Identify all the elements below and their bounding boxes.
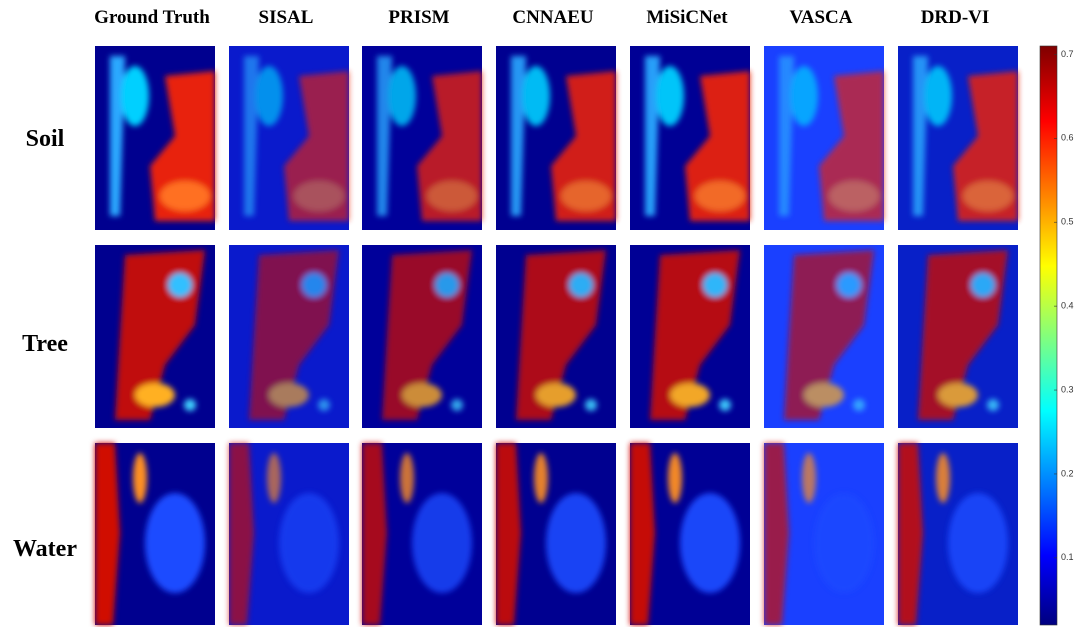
map-region — [948, 493, 1008, 593]
map-region — [938, 383, 978, 407]
abundance-map — [764, 245, 884, 428]
column-header: Ground Truth — [94, 7, 210, 28]
map-region — [255, 66, 283, 126]
map-region — [703, 273, 727, 297]
row-label: Soil — [26, 126, 65, 152]
abundance-map — [95, 443, 215, 625]
colorbar-tick-label: 0.4 — [1061, 301, 1074, 311]
abundance-map — [229, 46, 349, 230]
colorbar-tick-label: 0.7 — [1061, 49, 1074, 59]
map-region — [837, 273, 861, 297]
map-region — [388, 66, 416, 126]
abundance-map — [362, 443, 482, 625]
map-region — [534, 453, 548, 503]
map-region — [790, 66, 818, 126]
map-region — [412, 493, 472, 593]
abundance-map — [229, 245, 349, 428]
map-region — [561, 181, 611, 211]
map-region — [719, 399, 731, 411]
map-region — [302, 273, 326, 297]
abundance-map — [362, 46, 482, 230]
abundance-map — [496, 46, 616, 230]
map-region — [963, 181, 1013, 211]
map-region — [184, 399, 196, 411]
map-region — [971, 273, 995, 297]
map-region — [145, 493, 205, 593]
map-region — [695, 181, 745, 211]
map-region — [294, 181, 344, 211]
colorbar-tick-label: 0.1 — [1061, 552, 1074, 562]
map-region — [168, 273, 192, 297]
colorbar-tick-label: 0.2 — [1061, 468, 1074, 478]
colorbar-tick-label: 0.5 — [1061, 217, 1074, 227]
map-region — [804, 383, 844, 407]
column-header: VASCA — [789, 7, 852, 28]
abundance-map — [95, 245, 215, 428]
abundance-map — [362, 245, 482, 428]
map-region — [680, 493, 740, 593]
map-region — [924, 66, 952, 126]
row-label: Water — [13, 536, 77, 562]
map-region — [135, 383, 175, 407]
map-region — [522, 66, 550, 126]
map-region — [427, 181, 477, 211]
map-region — [829, 181, 879, 211]
figure: Ground Truth SISAL PRISM CNNAEU MiSiCNet VASC… — [0, 0, 1075, 627]
map-region — [853, 399, 865, 411]
abundance-map — [229, 443, 349, 625]
abundance-map — [630, 46, 750, 230]
map-region — [267, 453, 281, 503]
column-header: PRISM — [388, 7, 449, 28]
map-region — [435, 273, 459, 297]
map-region — [279, 493, 339, 593]
map-region — [569, 273, 593, 297]
abundance-map — [764, 46, 884, 230]
map-region — [269, 383, 309, 407]
row-label: Tree — [22, 331, 68, 357]
map-region — [670, 383, 710, 407]
map-region — [802, 453, 816, 503]
map-region — [402, 383, 442, 407]
column-header: DRD-VI — [921, 7, 990, 28]
abundance-map — [496, 245, 616, 428]
abundance-map — [764, 443, 884, 625]
colorbar-tick-label: 0.6 — [1061, 133, 1074, 143]
colorbar — [1040, 46, 1057, 625]
abundance-map — [898, 46, 1018, 230]
abundance-map — [630, 245, 750, 428]
map-region — [814, 493, 874, 593]
map-region — [546, 493, 606, 593]
map-region — [400, 453, 414, 503]
abundance-map — [496, 443, 616, 625]
map-region — [668, 453, 682, 503]
colorbar-tick-label: 0.3 — [1061, 384, 1074, 394]
map-region — [121, 66, 149, 126]
map-region — [936, 453, 950, 503]
column-header: MiSiCNet — [646, 7, 728, 28]
map-region — [160, 181, 210, 211]
map-region — [536, 383, 576, 407]
column-header: SISAL — [259, 7, 314, 28]
map-region — [451, 399, 463, 411]
column-header: CNNAEU — [512, 7, 594, 28]
map-region — [987, 399, 999, 411]
abundance-map — [95, 46, 215, 230]
map-region — [585, 399, 597, 411]
map-region — [318, 399, 330, 411]
map-region — [133, 453, 147, 503]
abundance-map — [898, 443, 1018, 625]
map-region — [656, 66, 684, 126]
abundance-map — [898, 245, 1018, 428]
abundance-map — [630, 443, 750, 625]
